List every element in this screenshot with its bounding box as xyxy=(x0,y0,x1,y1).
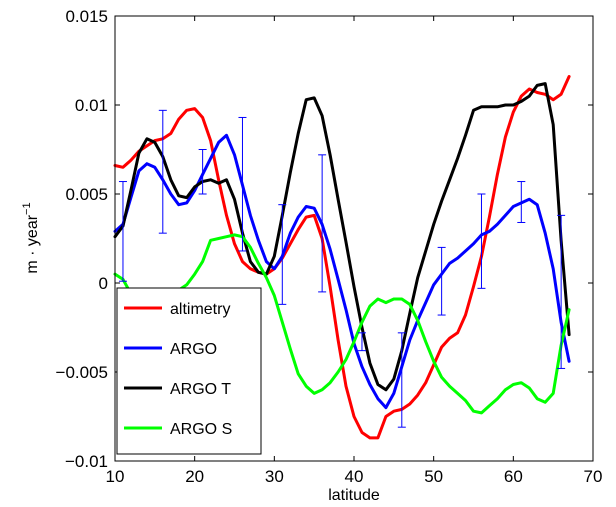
error-bar xyxy=(238,116,247,252)
y-tick-label: 0.01 xyxy=(75,96,108,115)
legend-item: ARGO T xyxy=(124,381,231,398)
x-axis-label: latitude xyxy=(328,487,380,504)
error-bar xyxy=(477,193,486,289)
legend-label: ARGO S xyxy=(170,421,232,438)
legend-label: altimetry xyxy=(170,301,230,318)
ticklabel-layer: 10 20 30 40 50 60 70 −0.01 −0.005 0 0.005 0.01 0.015 xyxy=(56,7,603,486)
error-bar xyxy=(158,109,167,234)
legend-box xyxy=(116,287,262,455)
legend-item: ARGO xyxy=(124,341,217,358)
y-axis-label: m · year−1 xyxy=(21,202,41,273)
x-tick-label: 60 xyxy=(504,467,523,486)
error-bar xyxy=(437,246,446,316)
error-bar xyxy=(278,204,287,305)
legend: altimetry ARGO ARGO T ARGO S xyxy=(116,287,262,455)
x-tick-label: 50 xyxy=(424,467,443,486)
errorbar-layer xyxy=(118,109,566,428)
y-axis-label-main: m · year xyxy=(24,214,41,273)
legend-items: altimetry ARGO ARGO T ARGO S xyxy=(124,301,232,438)
y-tick-label: 0.005 xyxy=(65,185,108,204)
x-tick-label: 30 xyxy=(265,467,284,486)
y-tick-label: 0 xyxy=(99,274,108,293)
legend-item: ARGO S xyxy=(124,421,232,438)
error-bar xyxy=(397,332,406,428)
legend-label: ARGO T xyxy=(170,381,231,398)
series-layer xyxy=(113,75,571,440)
y-axis-label-sup: −1 xyxy=(21,202,33,215)
x-tick-label: 10 xyxy=(106,467,125,486)
error-bar xyxy=(517,181,526,223)
x-tick-label: 20 xyxy=(185,467,204,486)
legend-item: altimetry xyxy=(124,301,230,318)
error-bar xyxy=(198,149,207,195)
series-line-1 xyxy=(113,133,571,410)
x-tick-label: 70 xyxy=(584,467,603,486)
error-bar xyxy=(557,214,566,369)
series-line-2 xyxy=(113,82,571,392)
error-bar xyxy=(118,181,127,282)
y-tick-label: 0.015 xyxy=(65,7,108,26)
y-tick-label: −0.01 xyxy=(65,452,108,471)
series-line-3 xyxy=(113,233,571,415)
error-bar xyxy=(318,154,327,293)
y-tick-label: −0.005 xyxy=(56,363,108,382)
error-bar xyxy=(357,332,366,352)
x-tick-label: 40 xyxy=(345,467,364,486)
legend-label: ARGO xyxy=(170,341,217,358)
